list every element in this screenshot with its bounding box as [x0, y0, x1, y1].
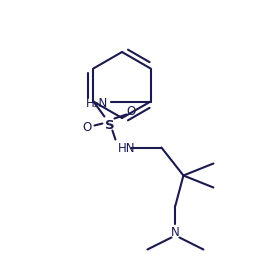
- Text: O: O: [83, 120, 92, 133]
- Text: S: S: [105, 119, 114, 132]
- Text: N: N: [171, 226, 180, 239]
- Text: O: O: [127, 105, 136, 118]
- Text: HN: HN: [118, 142, 135, 155]
- Text: H₂N: H₂N: [86, 96, 109, 109]
